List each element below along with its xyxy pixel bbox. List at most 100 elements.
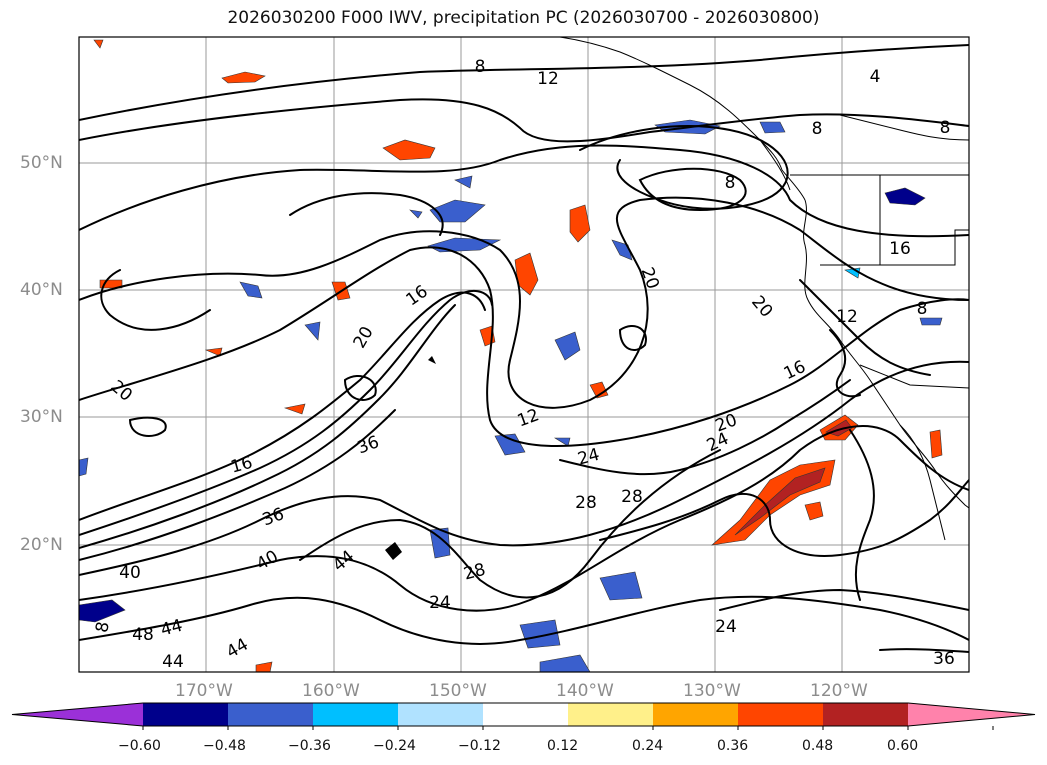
colorbar-tick-label: −0.36 [288, 738, 331, 754]
precip-patch-positive [589, 381, 609, 399]
precip-patch-positive [734, 467, 826, 536]
contour-line [79, 595, 969, 645]
iwv-max-blob [428, 356, 436, 364]
precip-patch-negative [759, 121, 786, 134]
colorbar-segment [398, 703, 483, 726]
iwv-contours [79, 44, 969, 653]
contour-line [79, 98, 969, 143]
lon-tick-label: 120°W [810, 681, 868, 701]
contour-label: 48 [132, 625, 154, 645]
contour-line [599, 479, 969, 557]
contour-label: 40 [119, 563, 141, 583]
colorbar-tick-label: 0.60 [887, 738, 919, 754]
precip-patch-positive [204, 347, 223, 357]
lon-tick-label: 130°W [683, 681, 741, 701]
precip-patch-positive [283, 403, 306, 415]
contour-label: 24 [715, 617, 737, 637]
contour-line [79, 290, 493, 536]
contour-line [799, 279, 931, 376]
coast-baja [899, 424, 946, 541]
coastline [559, 37, 969, 541]
precip-patch-negative [519, 619, 561, 649]
contour-label: 44 [162, 652, 184, 672]
coast-alaska [559, 37, 791, 191]
coast-nw [839, 114, 969, 141]
colorbar-tick-label: 0.12 [547, 738, 579, 754]
precip-patch-negative [79, 599, 126, 623]
contour-line [79, 246, 969, 447]
colorbar-segment [823, 703, 908, 726]
contour-label: 8 [92, 620, 114, 634]
contour-line [638, 167, 747, 212]
lat-tick-label: 50°N [20, 153, 63, 173]
precip-patch-negative [554, 331, 581, 361]
contour-line [579, 125, 789, 210]
colorbar-tick-label: −0.60 [118, 738, 161, 754]
colorbar-segment [653, 703, 738, 726]
precip-patch-positive [255, 661, 273, 672]
precip-patch-negative [79, 457, 89, 477]
precip-patch-positive [93, 39, 104, 49]
lat-tick-label: 20°N [20, 535, 63, 555]
precip-patch-positive [382, 139, 436, 161]
precip-patch-negative [454, 175, 473, 189]
contour-label: 12 [537, 69, 559, 89]
precip-patch-positive [804, 501, 824, 521]
contour-line [289, 192, 444, 236]
lat-tick-label: 30°N [20, 407, 63, 427]
contour-line [79, 409, 396, 561]
colorbar-tick-label: −0.12 [458, 738, 501, 754]
colorbar-extend-low [12, 703, 143, 726]
colorbar-segment [483, 703, 568, 726]
contour-label: 4 [870, 67, 881, 87]
contour-line [559, 379, 851, 476]
colorbar [11, 702, 1036, 730]
colorbar-tick-label: 0.36 [717, 738, 749, 754]
contour-line [829, 329, 861, 398]
contour-label: 28 [621, 487, 643, 507]
lon-tick-label: 170°W [175, 681, 233, 701]
precip-patch-negative [919, 317, 943, 326]
lon-tick-label: 160°W [302, 681, 360, 701]
colorbar-segment [143, 703, 228, 726]
precip-patch-negative [539, 654, 591, 672]
coast-bc [759, 139, 806, 201]
map-frame [78, 36, 970, 673]
colorbar-tick-label: 0.24 [632, 738, 664, 754]
map-title: 2026030200 F000 IWV, precipitation PC (2… [227, 8, 820, 28]
precip-patch-negative [599, 571, 643, 601]
colorbar-segment [228, 703, 313, 726]
contour-line [719, 588, 969, 611]
colorbar-segment [738, 703, 823, 726]
contour-line [79, 291, 486, 521]
contour-line [79, 304, 456, 549]
border-mexico [859, 364, 969, 389]
contour-label: 16 [889, 239, 911, 259]
contour-label: 8 [475, 57, 486, 77]
contour-label: 12 [836, 307, 858, 327]
contour-line [79, 360, 969, 576]
graticule [79, 37, 969, 672]
precip-patch-negative [553, 437, 571, 447]
contour-line [100, 269, 211, 331]
colorbar-segment [568, 703, 653, 726]
contour-line [79, 196, 969, 409]
contour-label: 24 [429, 593, 451, 613]
colorbar-tick-label: −0.48 [203, 738, 246, 754]
contour-line [343, 375, 377, 401]
contour-line [128, 416, 167, 437]
lon-tick-label: 140°W [556, 681, 614, 701]
contour-line [299, 449, 721, 599]
precip-patch-positive [221, 71, 266, 84]
contour-label: 8 [917, 299, 928, 319]
contour-label: 8 [725, 173, 736, 193]
precip-patch-negative [429, 199, 486, 223]
contour-line [79, 144, 969, 238]
iwv-max-blob [385, 542, 402, 560]
colorbar-tick-label: 0.48 [802, 738, 834, 754]
contour-line [618, 325, 647, 351]
contour-line [879, 648, 969, 653]
precip-patch-negative [494, 433, 526, 456]
colorbar-segment [313, 703, 398, 726]
